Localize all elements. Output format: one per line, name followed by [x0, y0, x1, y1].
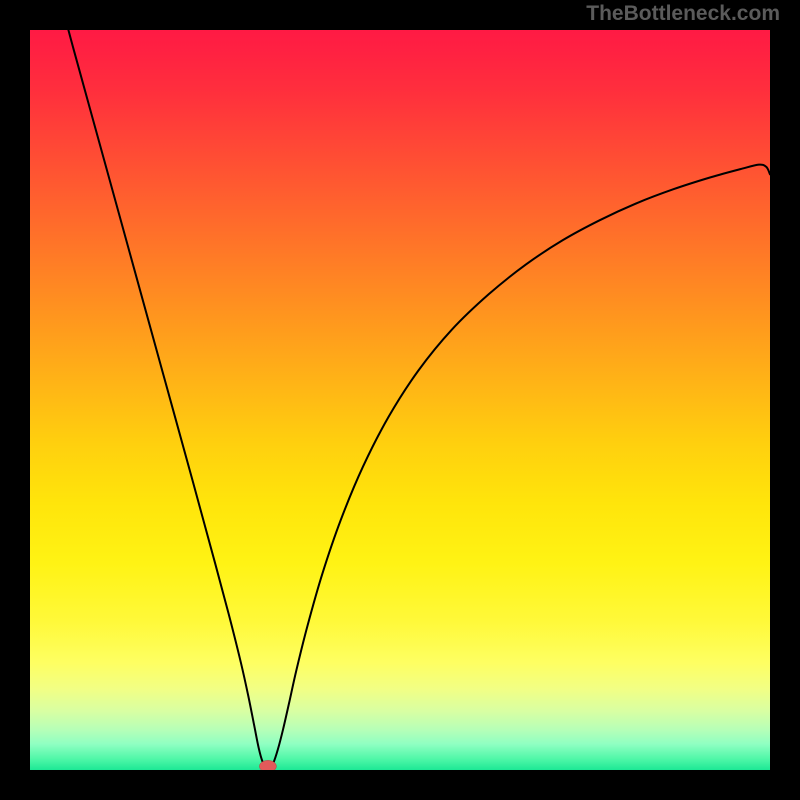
- chart-svg: [30, 30, 770, 770]
- watermark-label: TheBottleneck.com: [586, 2, 780, 26]
- chart-background: [30, 30, 770, 770]
- chart-plot-area: [30, 30, 770, 770]
- min-marker: [259, 760, 276, 770]
